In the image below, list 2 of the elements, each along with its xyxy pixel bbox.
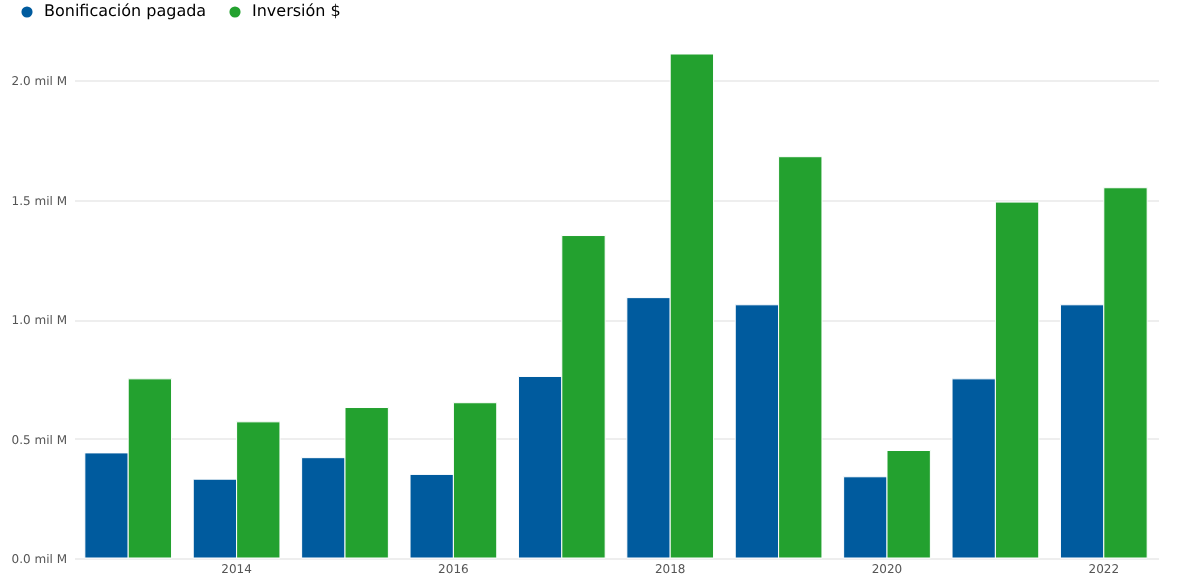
legend-label: Bonificación pagada — [44, 1, 207, 20]
legend-label: Inversión $ — [252, 1, 341, 20]
